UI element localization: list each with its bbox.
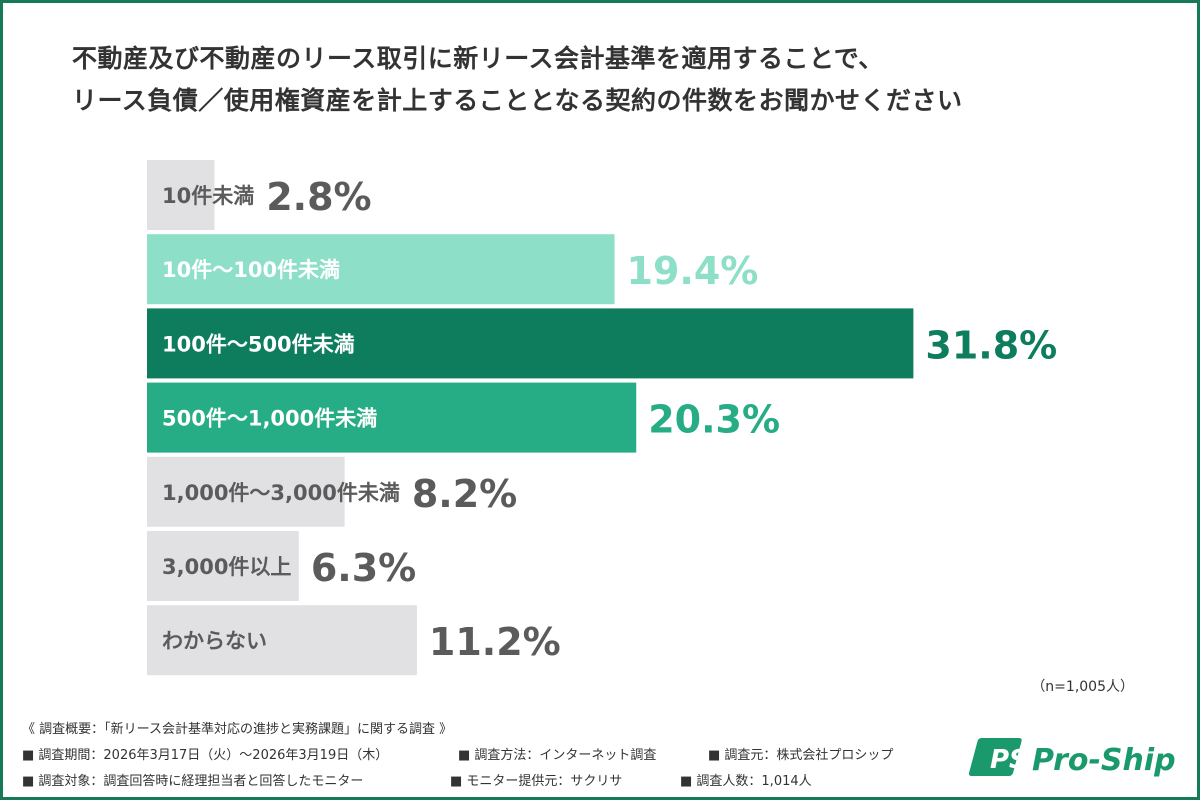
survey-target: ■ 調査対象：調査回答時に経理担当者と回答したモニター <box>22 774 364 789</box>
logo-mark: PS <box>990 745 1028 775</box>
category-label: 10件～100件未満 <box>162 258 340 282</box>
survey-count: ■ 調査人数：1,014人 <box>680 774 812 789</box>
category-label: 10件未満 <box>162 184 254 208</box>
value-label: 31.8% <box>925 323 1057 367</box>
survey-method: ■ 調査方法：インターネット調査 <box>458 748 657 763</box>
monitor-provider: ■ モニター提供元：サクリサ <box>450 774 623 789</box>
survey-heading: 《 調査概要：「新リース会計基準対応の進捗と実務課題」に関する調査 》 <box>22 722 453 737</box>
value-label: 11.2% <box>429 620 561 664</box>
survey-source: ■ 調査元：株式会社プロシップ <box>708 748 894 763</box>
bar <box>147 308 914 379</box>
chart-title: 不動産及び不動産のリース取引に新リース会計基準を適用することで、 リース負債／使… <box>72 38 963 122</box>
value-label: 19.4% <box>627 249 759 293</box>
category-label: 500件～1,000件未満 <box>162 407 377 431</box>
category-label: 1,000件～3,000件未満 <box>162 481 400 505</box>
survey-period: ■ 調査期間：2026年3月17日（火）～2026年3月19日（木） <box>22 748 389 763</box>
pro-ship-logo: PS Pro-Ship <box>968 738 1176 778</box>
title-line-2: リース負債／使用権資産を計上することとなる契約の件数をお聞かせください <box>72 86 963 115</box>
category-label: 3,000件以上 <box>162 555 291 579</box>
value-label: 20.3% <box>648 398 780 442</box>
logo-text: Pro-Ship <box>1032 743 1176 778</box>
value-label: 8.2% <box>412 472 517 516</box>
value-label: 2.8% <box>266 175 371 219</box>
bar <box>147 456 345 527</box>
bar <box>147 382 637 453</box>
title-line-1: 不動産及び不動産のリース取引に新リース会計基準を適用することで、 <box>72 44 884 73</box>
category-label: 100件～500件未満 <box>162 332 355 356</box>
bar <box>147 160 215 230</box>
bar <box>147 234 615 305</box>
value-label: 6.3% <box>311 546 416 590</box>
sample-size-note: （n=1,005人） <box>1031 679 1134 695</box>
bar <box>147 605 417 676</box>
bar <box>147 531 299 601</box>
category-label: わからない <box>162 629 267 653</box>
